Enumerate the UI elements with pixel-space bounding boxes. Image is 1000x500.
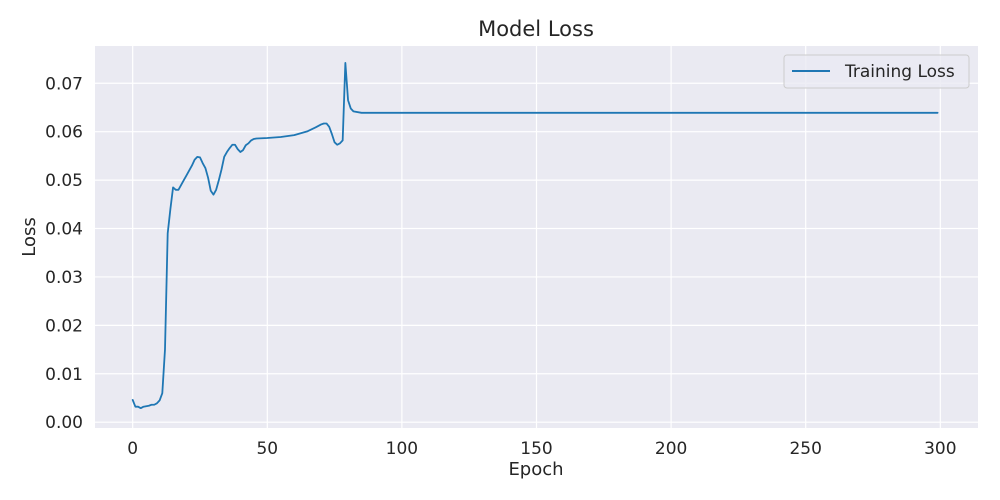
x-axis-label: Epoch — [508, 459, 563, 480]
y-axis-label: Loss — [19, 217, 40, 256]
tick-labels: 0 50 100 150 200 250 300 0.00 0.01 0.02 0.03 0.04 0.… — [45, 74, 956, 459]
legend: Training Loss — [783, 54, 970, 89]
legend-box — [783, 54, 970, 89]
x-tick-label: 150 — [520, 439, 552, 459]
legend-label-training-loss: Training Loss — [844, 62, 955, 82]
x-tick-label: 50 — [256, 439, 278, 459]
y-tick-label: 0.02 — [45, 316, 83, 336]
x-tick-label: 250 — [789, 439, 821, 459]
x-tick-label: 200 — [655, 439, 687, 459]
y-tick-label: 0.06 — [45, 123, 83, 143]
x-tick-label: 300 — [924, 439, 956, 459]
series-layer — [131, 62, 939, 410]
y-tick-label: 0.05 — [45, 171, 83, 191]
y-tick-label: 0.03 — [45, 268, 83, 288]
chart-title: Model Loss — [478, 17, 594, 41]
y-tick-label: 0.07 — [45, 74, 83, 94]
y-tick-label: 0.00 — [45, 413, 83, 433]
series-line-training-loss — [131, 62, 939, 410]
x-tick-label: 0 — [127, 439, 138, 459]
y-tick-label: 0.01 — [45, 365, 83, 385]
grid-lines — [95, 46, 978, 428]
y-tick-label: 0.04 — [45, 220, 83, 240]
x-tick-label: 100 — [386, 439, 418, 459]
